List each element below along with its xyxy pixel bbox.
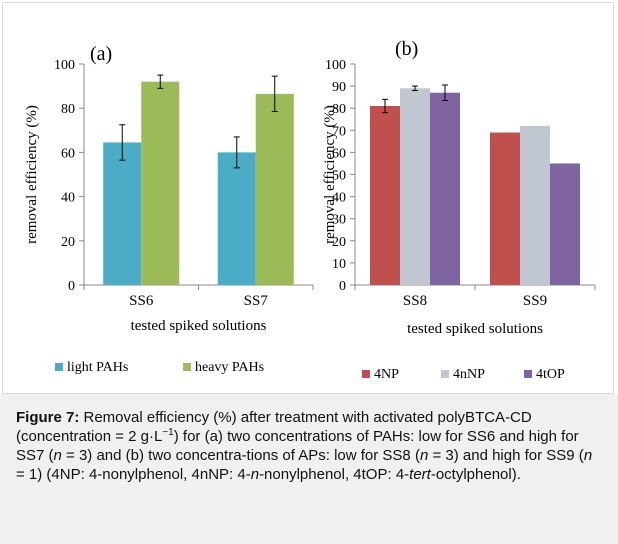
y-tick-label: 10 [332,257,346,272]
caption-n-3: n [583,447,593,464]
caption-n-4: n [250,466,260,483]
caption-text-5: = 1) (4NP: 4-nonylphenol, 4nNP: 4- [16,466,251,483]
legend-swatch [524,370,532,378]
bar [550,163,580,285]
y-axis-title: removal efficiency (%) [322,105,338,244]
y-tick-label: 50 [332,169,346,184]
category-label: SS6 [129,293,154,309]
x-axis-title: tested spiked solutions [131,318,267,334]
y-tick-label: 0 [68,279,75,294]
y-axis-title: removal efficiency (%) [24,105,40,244]
caption-n-2: n [419,447,429,464]
x-axis-title: tested spiked solutions [407,321,543,337]
caption-label: Figure 7: [16,409,80,426]
category-label: SS9 [523,293,547,309]
bar [400,88,430,285]
y-tick-label: 90 [332,80,346,95]
bar [255,93,294,286]
caption-superscript: −1 [162,427,174,438]
y-tick-label: 40 [332,191,346,206]
category-label: SS7 [244,293,269,309]
y-tick-label: 60 [332,146,346,161]
bar [217,152,256,285]
y-tick-label: 20 [332,235,346,250]
figure-caption: Figure 7: Removal efficiency (%) after t… [0,394,618,544]
caption-text-7: -octylphenol). [430,466,521,483]
legend-swatch [362,370,370,378]
panel-label: (a) [90,43,112,65]
bar [430,92,460,285]
bar [103,142,142,285]
legend-label: 4nNP [453,367,485,382]
bar [141,81,180,286]
caption-text-3: = 3) and (b) two concentra-tions of APs:… [61,447,420,464]
legend-label: 4NP [374,367,399,382]
y-tick-label: 80 [61,102,75,117]
legend-label: light PAHs [67,360,128,375]
caption-text-1: Removal efficiency (%) after treatment w… [16,409,532,445]
bar [370,105,400,286]
caption-tert: tert [409,466,431,483]
y-tick-label: 30 [332,213,346,228]
caption-text-4: = 3) and high for SS9 ( [428,447,584,464]
y-tick-label: 60 [61,146,75,161]
y-tick-label: 40 [61,191,75,206]
y-tick-label: 20 [61,235,75,250]
bar [520,125,550,285]
y-tick-label: 80 [332,102,346,117]
legend-swatch [441,370,449,378]
legend-label: heavy PAHs [195,360,264,375]
caption-n-1: n [53,447,62,464]
legend-label: 4tOP [536,367,565,382]
bar [490,132,520,285]
legend-swatch [183,363,191,371]
legend-swatch [55,363,63,371]
category-label: SS8 [403,293,427,309]
caption-text-2: ) for (a) two concentrations of PAHs: lo… [16,428,579,464]
caption-text-6: -nonylphenol, 4tOP: 4- [259,466,410,483]
y-tick-label: 0 [339,279,346,294]
panel-label: (b) [395,38,418,60]
y-tick-label: 100 [54,58,75,73]
y-tick-label: 100 [325,58,346,73]
y-tick-label: 70 [332,124,346,139]
